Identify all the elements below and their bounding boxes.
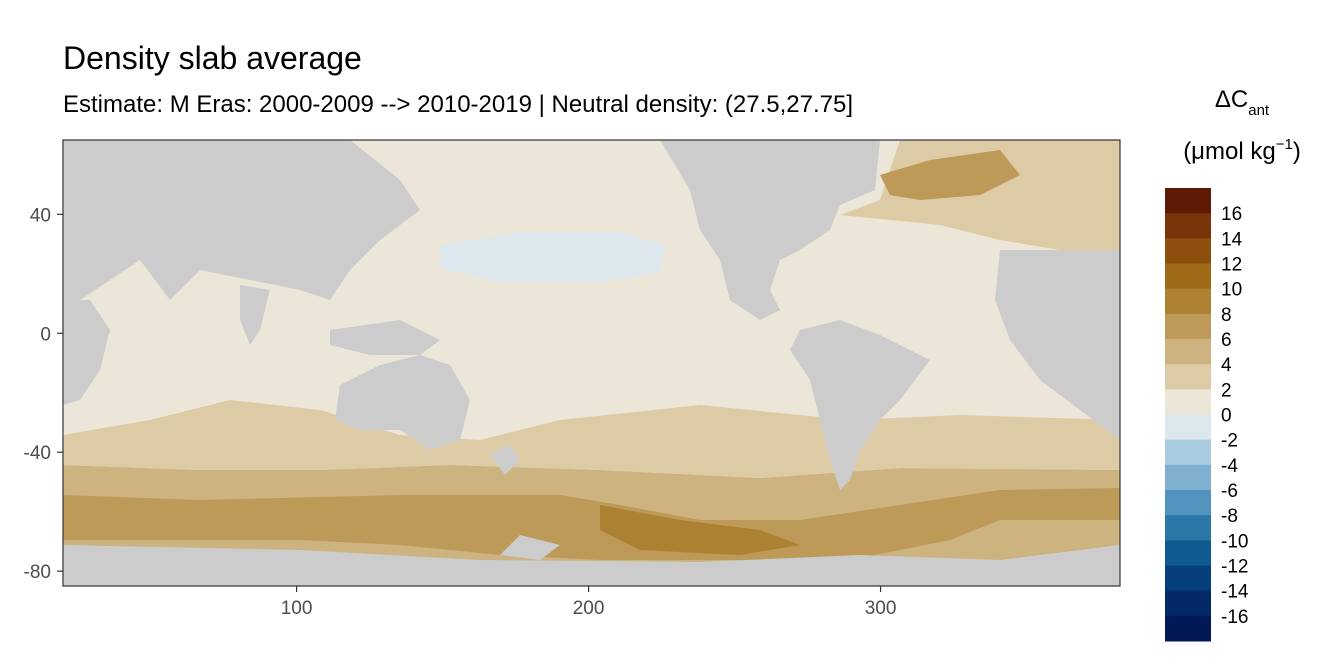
x-axis: 100 200 300: [281, 586, 897, 619]
x-tick-label: 100: [281, 598, 313, 619]
legend-break-label: 4: [1221, 355, 1232, 376]
legend-title-symbol: ΔC: [1214, 86, 1249, 113]
y-tick-label: -80: [24, 562, 51, 583]
legend-swatch: [1165, 615, 1211, 642]
land-weddell-shelf: [870, 560, 930, 576]
legend-swatch: [1165, 540, 1211, 566]
band-north-atlantic-core: [880, 150, 1020, 200]
legend-title-subscript: ant: [1248, 102, 1270, 119]
chart-subtitle: Estimate: M Eras: 2000-2009 --> 2010-201…: [63, 91, 854, 118]
land-south-america: [790, 320, 930, 490]
land-ross-shelf: [500, 535, 560, 560]
land-africa-eurasia: [63, 140, 420, 300]
land-new-zealand: [490, 445, 520, 475]
land-north-america: [660, 140, 880, 320]
legend-swatch: [1165, 288, 1211, 315]
x-tick-label: 200: [573, 598, 605, 619]
legend-break-label: 14: [1221, 229, 1243, 250]
legend-break-label: 6: [1221, 330, 1232, 351]
legend-unit: (μmol kg−1): [1162, 136, 1322, 166]
legend-unit-superscript: −1: [1275, 136, 1293, 153]
legend-break-label: -12: [1221, 557, 1248, 578]
legend-swatch: [1165, 389, 1211, 415]
legend-break-label: 0: [1221, 406, 1232, 427]
land-europe-africa: [995, 250, 1120, 440]
land-indonesia: [330, 320, 440, 355]
legend-break-label: 8: [1221, 305, 1232, 326]
y-tick-label: -40: [24, 443, 51, 464]
legend-unit-prefix: (μmol kg: [1183, 138, 1276, 165]
legend-break-label: 12: [1221, 255, 1242, 276]
land-antarctica: [63, 545, 1120, 586]
legend-break-label: -14: [1221, 582, 1249, 603]
band-south-darkest: [600, 505, 800, 555]
legend-swatch: [1165, 590, 1211, 617]
legend-break-label: 10: [1221, 280, 1242, 301]
legend-swatch: [1165, 515, 1211, 541]
legend-swatch: [1165, 490, 1211, 516]
chart-title: Density slab average: [63, 40, 362, 76]
legend-swatch: [1165, 188, 1211, 214]
legend-swatch: [1165, 414, 1211, 441]
legend-swatch: [1165, 238, 1211, 264]
land-east-africa: [63, 300, 110, 405]
legend-colorbar: 16 14 12 10 8 6 4 2 0 -2 -4 -6 -8 -10 -12 -14 -16: [1165, 188, 1249, 642]
legend-swatch: [1165, 439, 1211, 466]
legend-break-label: 2: [1221, 380, 1232, 401]
map-panel: [63, 140, 1120, 586]
legend-break-label: -8: [1221, 506, 1238, 527]
legend-break-label: -10: [1221, 531, 1248, 552]
land-layer: [63, 140, 1120, 586]
legend-swatch: [1165, 339, 1211, 365]
panel-border: [62, 139, 1121, 587]
band-pacific-negative: [440, 232, 665, 282]
legend-break-label: -6: [1221, 481, 1238, 502]
legend-unit-suffix: ): [1292, 138, 1301, 165]
legend-swatch: [1165, 464, 1211, 491]
legend-break-label: -16: [1221, 607, 1248, 628]
legend-swatch: [1165, 364, 1211, 390]
y-tick-label: 0: [40, 324, 51, 345]
legend-break-label: 16: [1221, 204, 1242, 225]
legend-swatch: [1165, 565, 1211, 592]
band-south-core: [63, 488, 1120, 560]
legend-break-label: -2: [1221, 431, 1238, 452]
legend-break-label: -4: [1221, 456, 1238, 477]
y-tick-label: 40: [30, 205, 51, 226]
legend-swatch: [1165, 213, 1211, 239]
legend-swatch: [1165, 263, 1211, 290]
legend-swatch: [1165, 313, 1211, 340]
land-australia: [335, 355, 470, 450]
x-tick-label: 300: [865, 598, 897, 619]
land-india: [240, 285, 270, 345]
y-axis: 40 0 -40 -80: [24, 205, 63, 583]
legend-title: ΔCant: [1162, 86, 1322, 119]
